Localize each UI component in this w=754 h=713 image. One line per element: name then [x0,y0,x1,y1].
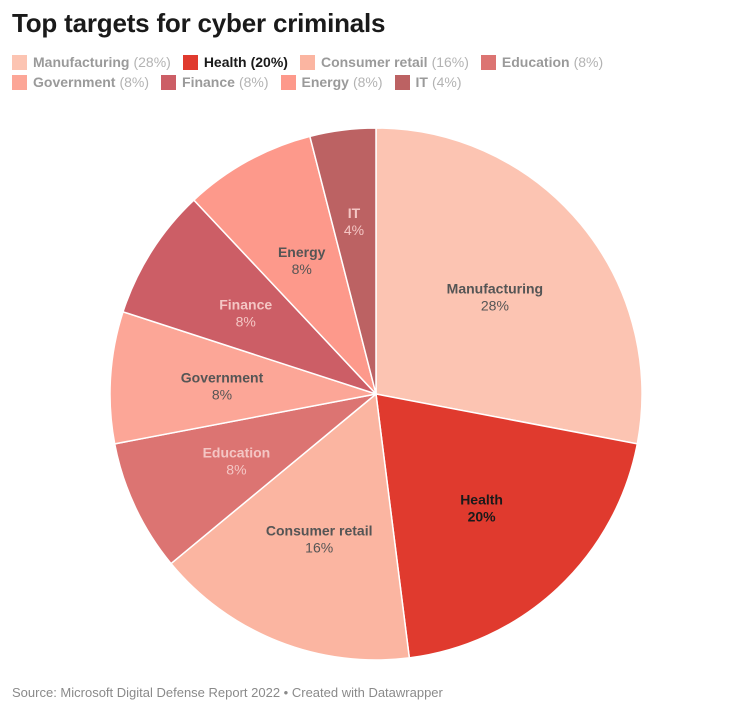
legend-label: Education [501,54,570,70]
legend-value: (28%) [133,54,171,70]
pie-slice-consumer-retail [170,393,411,661]
legend-swatch [182,54,198,70]
pie-slice-manufacturing [375,127,643,445]
legend-label: Government [33,74,116,90]
pie-slice-it [309,127,377,395]
slice-label-energy: Energy [278,244,326,260]
legend-label: Manufacturing [33,54,130,70]
source-note: Source: Microsoft Digital Defense Report… [12,685,443,700]
legend-value: (8%) [238,74,269,90]
legend-label: Consumer retail [320,54,428,70]
slice-value-consumer-retail: 16% [305,539,333,555]
legend-label: Finance [182,74,235,90]
pie-slice-energy [193,135,377,395]
slice-label-health: Health [460,492,503,508]
slice-value-manufacturing: 28% [481,298,509,314]
slice-label-finance: Finance [219,296,272,312]
pie-slice-education [113,393,377,565]
legend-item-energy: Energy (8%) [280,74,383,90]
chart-legend: Manufacturing (28%) Health (20%) Consumer re… [12,54,712,90]
legend-item-consumer-retail: Consumer retail (16%) [299,54,469,70]
legend-swatch [394,74,410,90]
legend-label: Energy [301,74,349,90]
legend-label: Health [203,54,247,70]
legend-value: (8%) [352,74,383,90]
legend-swatch [299,54,315,70]
legend-value: (20%) [250,54,288,70]
legend-item-finance: Finance (8%) [161,74,269,90]
legend-swatch [12,54,27,70]
slice-label-it: IT [348,205,361,221]
legend-value: (4%) [431,74,462,90]
slice-value-government: 8% [212,386,232,402]
legend-item-health: Health (20%) [182,54,288,70]
legend-label: IT [415,74,428,90]
pie-slice-health [375,393,639,659]
chart-title: Top targets for cyber criminals [12,8,386,38]
legend-item-education: Education (8%) [480,54,604,70]
slice-value-health: 20% [468,509,497,525]
pie-slice-government [109,311,377,445]
legend-value: (8%) [573,54,604,70]
slice-label-government: Government [181,369,264,385]
slice-label-manufacturing: Manufacturing [447,281,543,297]
legend-swatch [280,74,296,90]
slice-value-energy: 8% [292,261,312,277]
legend-swatch [161,74,177,90]
legend-swatch [480,54,496,70]
slice-label-consumer-retail: Consumer retail [266,522,373,538]
legend-item-government: Government (8%) [12,74,149,90]
legend-value: (16%) [431,54,469,70]
slice-value-education: 8% [226,462,246,478]
legend-item-manufacturing: Manufacturing (28%) [12,54,171,70]
legend-value: (8%) [119,74,150,90]
legend-swatch [12,74,27,90]
slice-value-it: 4% [344,222,364,238]
legend-item-it: IT (4%) [394,74,462,90]
slice-value-finance: 8% [236,313,256,329]
pie-slice-finance [122,199,377,395]
slice-label-education: Education [203,445,271,461]
